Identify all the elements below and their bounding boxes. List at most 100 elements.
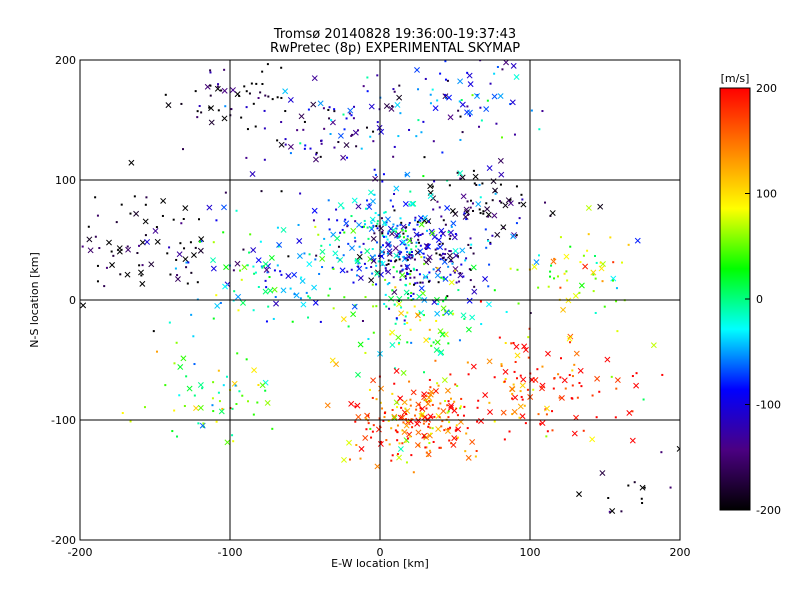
point-dot: [415, 135, 418, 138]
point-x-marker: [440, 408, 447, 415]
point-dot: [422, 120, 425, 123]
point-dot: [398, 258, 401, 261]
point-x-marker: [299, 278, 306, 285]
point-dot: [365, 126, 368, 129]
point-dot: [376, 241, 379, 244]
point-dot: [595, 261, 598, 264]
point-dot: [248, 251, 251, 254]
point-dot: [323, 237, 326, 240]
point-x-marker: [539, 420, 546, 427]
point-dot: [217, 391, 220, 394]
point-dot: [428, 449, 431, 452]
point-dot: [171, 430, 174, 433]
point-x-marker: [182, 205, 189, 212]
point-dot: [186, 282, 189, 285]
point-x-marker: [374, 270, 381, 277]
point-dot: [448, 184, 451, 187]
point-dot: [215, 420, 218, 423]
point-dot: [456, 414, 459, 417]
point-dot: [397, 251, 400, 254]
colorbar-unit-label: [m/s]: [721, 72, 750, 85]
point-x-marker: [394, 102, 401, 108]
point-dot: [308, 253, 311, 256]
point-dot: [399, 278, 402, 281]
point-dot: [376, 220, 379, 223]
point-x-marker: [482, 392, 489, 398]
point-x-marker: [160, 197, 167, 204]
point-dot: [196, 281, 199, 284]
point-x-marker: [399, 414, 406, 421]
point-x-marker: [368, 277, 375, 284]
point-x-marker: [282, 88, 289, 95]
point-dot: [511, 392, 514, 395]
point-dot: [404, 230, 407, 233]
chart-title: Tromsø 20140828 19:36:00-19:37:43: [273, 27, 516, 42]
point-x-marker: [459, 247, 466, 254]
point-dot: [479, 106, 482, 109]
point-dot: [182, 217, 185, 220]
point-dot: [459, 138, 462, 141]
point-dot: [488, 263, 491, 266]
point-dot: [120, 203, 123, 206]
point-dot: [425, 276, 428, 279]
point-dot: [524, 422, 527, 425]
point-dot: [354, 240, 357, 243]
point-dot: [365, 417, 368, 420]
point-x-marker: [251, 367, 258, 374]
point-dot: [594, 277, 597, 280]
point-dot: [448, 237, 451, 240]
point-dot: [257, 383, 260, 386]
point-dot: [223, 68, 226, 71]
point-dot: [423, 419, 426, 422]
point-x-marker: [626, 409, 633, 416]
point-x-marker: [348, 400, 355, 407]
point-x-marker: [427, 183, 434, 190]
point-dot: [387, 419, 390, 422]
point-dot: [362, 242, 365, 245]
point-dot: [224, 191, 227, 194]
point-dot: [277, 245, 280, 248]
point-x-marker: [434, 310, 441, 317]
point-dot: [96, 280, 99, 283]
point-dot: [371, 248, 374, 251]
point-dot: [271, 98, 274, 101]
point-x-marker: [457, 170, 464, 177]
point-dot: [401, 268, 404, 271]
point-dot: [112, 254, 115, 257]
point-dot: [455, 437, 458, 440]
point-x-marker: [447, 404, 454, 411]
point-dot: [215, 294, 218, 297]
point-dot: [486, 99, 489, 102]
point-dot: [216, 85, 219, 88]
point-dot: [289, 287, 292, 290]
point-dot: [372, 305, 375, 308]
point-dot: [394, 260, 397, 263]
point-dot: [357, 262, 360, 265]
point-dot: [376, 227, 379, 230]
point-dot: [198, 105, 201, 108]
point-x-marker: [278, 141, 285, 148]
point-dot: [168, 246, 171, 249]
point-dot: [573, 363, 576, 366]
point-dot: [514, 360, 517, 363]
point-dot: [409, 270, 412, 273]
point-x-marker: [182, 256, 189, 263]
point-dot: [193, 363, 196, 366]
point-dot: [402, 232, 405, 235]
point-dot: [305, 291, 308, 294]
point-x-marker: [471, 288, 478, 295]
point-dot: [385, 305, 388, 308]
point-x-marker: [109, 262, 116, 268]
point-dot: [631, 375, 634, 378]
point-dot: [474, 455, 477, 458]
point-x-marker: [585, 205, 592, 211]
point-dot: [415, 245, 418, 248]
point-dot: [427, 280, 430, 283]
point-dot: [267, 95, 270, 98]
point-dot: [406, 321, 409, 324]
point-x-marker: [186, 385, 193, 392]
point-x-marker: [206, 204, 213, 211]
point-x-marker: [393, 368, 400, 374]
point-dot: [425, 451, 428, 454]
point-dot: [576, 396, 579, 399]
